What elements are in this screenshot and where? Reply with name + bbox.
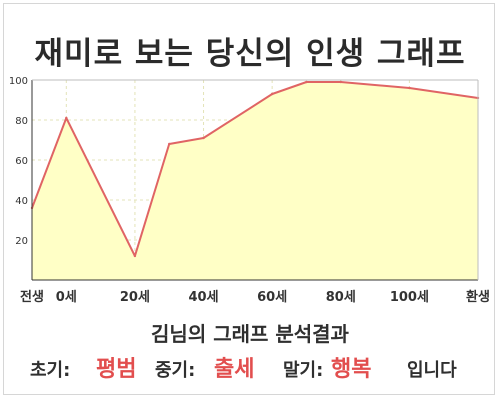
data-point (270, 92, 274, 96)
late-label: 말기: (283, 360, 324, 381)
late-value: 행복 (331, 357, 372, 382)
data-point (305, 80, 308, 84)
result-line: 초기: 평범 중기: 출세 말기: 행복 입니다 (0, 348, 500, 382)
x-tick-label: 20세 (120, 290, 150, 305)
x-tick-label: 40세 (189, 290, 219, 305)
x-tick-label: 100세 (390, 290, 429, 305)
x-tick-label: 80세 (326, 290, 356, 305)
y-tick-label: 100 (9, 76, 28, 87)
middle-label: 중기: (155, 360, 196, 381)
data-point (133, 254, 137, 258)
result-suffix: 입니다 (407, 360, 457, 381)
life-graph-chart: 20 40 60 80 100 전생 0세 20세 40세 60세 80세 100세 환생 (9, 76, 490, 305)
x-tick-label: 전생 (20, 289, 44, 305)
data-point (168, 142, 171, 146)
data-point (408, 86, 411, 90)
early-label: 초기: (30, 360, 71, 381)
analysis-summary: 김님의 그래프 분석결과 (151, 322, 349, 346)
tick-layer: 20 40 60 80 100 전생 0세 20세 40세 60세 80세 100세 환생 (9, 76, 490, 305)
y-tick-label: 40 (15, 196, 28, 207)
y-tick-label: 60 (15, 156, 28, 167)
y-tick-label: 20 (15, 236, 28, 247)
page-title: 재미로 보는 당신의 인생 그래프 (34, 36, 466, 72)
early-value: 평범 (96, 357, 137, 382)
series-line (31, 81, 479, 257)
data-point (65, 116, 68, 120)
x-tick-label: 60세 (257, 290, 287, 305)
x-tick-label: 0세 (56, 290, 77, 305)
data-point (202, 136, 205, 140)
middle-value: 출세 (214, 357, 255, 382)
x-tick-label: 환생 (466, 289, 490, 305)
data-point (339, 80, 342, 84)
axis-layer (30, 79, 480, 281)
y-tick-label: 80 (15, 116, 28, 127)
